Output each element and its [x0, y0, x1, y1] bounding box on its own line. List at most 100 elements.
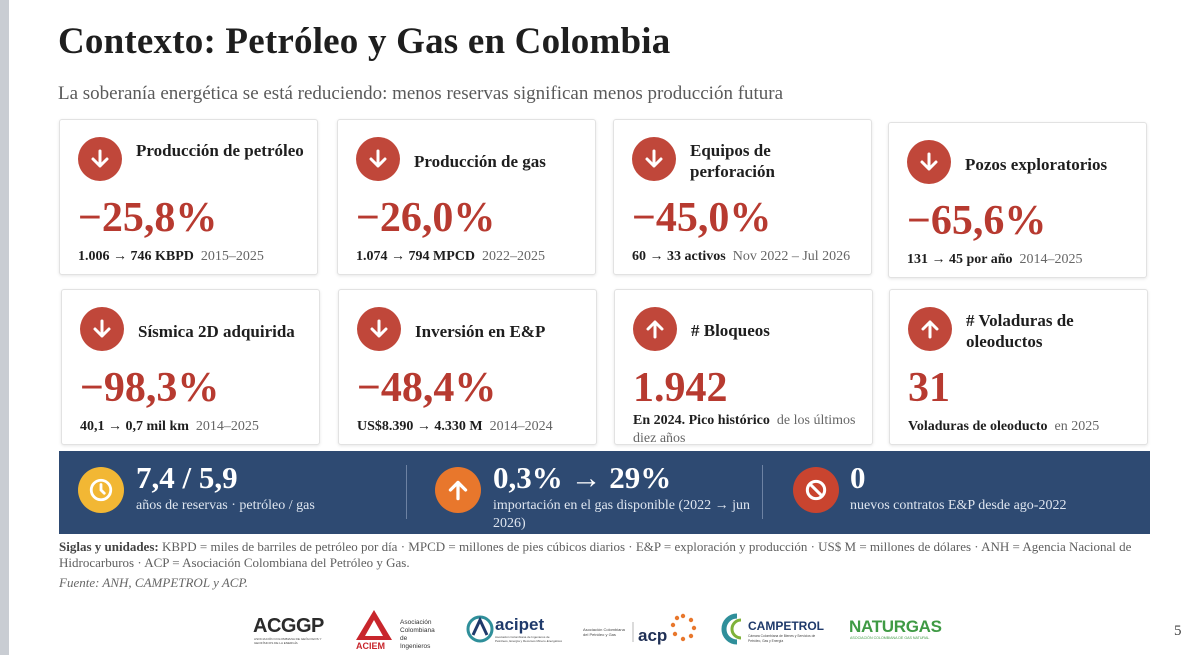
kpi-detail-strong: 40,1 → 0,7 mil km — [80, 419, 189, 434]
kpi-label: Sísmica 2D adquirida — [138, 322, 295, 341]
page-title: Contexto: Petróleo y Gas en Colombia — [58, 21, 671, 62]
gas-import-description: importación en el gas disponible (2022 →… — [493, 498, 751, 531]
acronyms-text: KBPD = miles de barriles de petróleo por… — [59, 539, 1132, 570]
kpi-card-oil-production: Producción de petróleo −25,8% 1.006 → 74… — [59, 119, 318, 275]
kpi-detail-period: 2022–2025 — [482, 249, 545, 264]
kpi-card-gas-production: Producción de gas −26,0% 1.074 → 794 MPC… — [337, 119, 596, 275]
kpi-detail: US$8.390 → 4.330 M 2014–2024 — [357, 418, 584, 436]
banner-divider — [762, 465, 763, 519]
kpi-detail-strong: En 2024. Pico histórico — [633, 413, 770, 428]
summary-banner: 7,4 / 5,9 años de reservas · petróleo / … — [59, 451, 1150, 534]
svg-text:CAMPETROL: CAMPETROL — [748, 619, 824, 633]
svg-text:de: de — [400, 635, 408, 642]
svg-text:NATURGAS: NATURGAS — [849, 617, 942, 636]
campetrol-logo: CAMPETROL Cámara Colombiana de Bienes y … — [721, 613, 824, 645]
kpi-card-exploratory-wells: Pozos exploratorios −65,6% 131 → 45 por … — [888, 122, 1147, 278]
kpi-detail-strong: 1.074 → 794 MPCD — [356, 249, 475, 264]
svg-text:del Petróleo y Gas: del Petróleo y Gas — [583, 632, 616, 637]
kpi-value: −25,8% — [78, 195, 218, 241]
kpi-detail-period: 2015–2025 — [200, 249, 264, 264]
kpi-label: Equipos de perforación — [690, 141, 775, 181]
kpi-detail-period: 2014–2024 — [489, 419, 553, 434]
kpi-detail: 60 → 33 activos Nov 2022 – Jul 2026 — [632, 248, 859, 266]
svg-text:ACGGP: ACGGP — [253, 615, 324, 637]
reserves-value: 7,4 / 5,9 — [136, 460, 238, 495]
kpi-value: 1.942 — [633, 365, 728, 411]
kpi-detail-period: de los últimos diez años — [633, 413, 856, 446]
acronyms-note: Siglas y unidades: KBPD = miles de barri… — [59, 539, 1134, 571]
svg-text:Petróleo, Gas y Energía: Petróleo, Gas y Energía — [748, 639, 783, 643]
arrow-up-icon — [435, 467, 481, 513]
acp-logo: Asociación Colombiana del Petróleo y Gas… — [583, 613, 697, 645]
kpi-value: 31 — [908, 365, 950, 411]
svg-text:Cámara Colombiana de Bienes y: Cámara Colombiana de Bienes y Servicios … — [748, 634, 815, 638]
kpi-detail: 40,1 → 0,7 mil km 2014–2025 — [80, 418, 307, 436]
page-number: 5 — [1174, 623, 1182, 639]
acronyms-label: Siglas y unidades: — [59, 539, 159, 554]
kpi-detail-period: en 2025 — [1054, 419, 1100, 434]
kpi-label: Pozos exploratorios — [965, 155, 1108, 174]
kpi-card-pipeline-attacks: # Voladuras de oleoductos 31 Voladuras d… — [889, 289, 1148, 445]
aciem-logo: ACIEM Asociación Colombiana de Ingeniero… — [356, 610, 435, 650]
clock-icon — [78, 467, 124, 513]
kpi-value: −26,0% — [356, 195, 496, 241]
svg-text:ASOCIACIÓN COLOMBIANA DE GAS N: ASOCIACIÓN COLOMBIANA DE GAS NATURAL — [850, 635, 929, 640]
arrow-down-icon — [357, 307, 401, 351]
arrow-down-icon — [78, 137, 122, 181]
kpi-value: −98,3% — [80, 365, 220, 411]
kpi-value: −48,4% — [357, 365, 497, 411]
kpi-detail-strong: US$8.390 → 4.330 M — [357, 419, 483, 434]
svg-text:ACIEM: ACIEM — [356, 641, 385, 650]
kpi-label: Inversión en E&P — [415, 322, 546, 341]
kpi-detail: Voladuras de oleoducto en 2025 — [908, 418, 1135, 436]
kpi-value: −65,6% — [907, 198, 1047, 244]
kpi-label: # Voladuras de oleoductos — [966, 311, 1074, 351]
kpi-detail: En 2024. Pico histórico de los últimos d… — [633, 412, 860, 448]
arrow-down-icon — [907, 140, 951, 184]
partner-logos: ACGGP ASOCIACIÓN COLOMBIANA DE GEÓLOGOS … — [0, 598, 1200, 655]
svg-text:Asociación Colombiana: Asociación Colombiana — [583, 627, 626, 632]
svg-text:acipet: acipet — [495, 615, 544, 634]
arrow-up-icon — [908, 307, 952, 351]
acggp-logo: ACGGP ASOCIACIÓN COLOMBIANA DE GEÓLOGOS … — [253, 615, 325, 645]
kpi-label: Producción de gas — [414, 152, 546, 171]
kpi-card-blockades: # Bloqueos 1.942 En 2024. Pico histórico… — [614, 289, 873, 448]
kpi-detail-strong: 1.006 → 746 KBPD — [78, 249, 194, 264]
kpi-detail: 1.006 → 746 KBPD 2015–2025 — [78, 248, 305, 266]
svg-text:Colombiana: Colombiana — [400, 627, 435, 634]
kpi-detail-period: 2014–2025 — [195, 419, 259, 434]
new-contracts-value: 0 — [850, 460, 866, 495]
left-edge-strip — [0, 0, 9, 655]
svg-text:Asociación: Asociación — [400, 619, 432, 626]
page-subtitle: La soberanía energética se está reducien… — [58, 83, 784, 104]
kpi-detail: 1.074 → 794 MPCD 2022–2025 — [356, 248, 583, 266]
reserves-description: años de reservas · petróleo / gas — [136, 498, 315, 513]
kpi-detail-period: Nov 2022 – Jul 2026 — [732, 249, 851, 264]
acipet-logo: acipet Asociación Colombiana de Ingenier… — [466, 615, 562, 643]
svg-text:acp: acp — [638, 626, 667, 645]
svg-text:ASOCIACIÓN COLOMBIANA DE GEÓLO: ASOCIACIÓN COLOMBIANA DE GEÓLOGOS Y — [254, 636, 322, 641]
no-entry-icon — [793, 467, 839, 513]
gas-import-value: 0,3% → 29% — [493, 460, 672, 495]
naturgas-logo: NATURGAS ASOCIACIÓN COLOMBIANA DE GAS NA… — [849, 617, 942, 640]
kpi-card-drilling-rigs: Equipos de perforación −45,0% 60 → 33 ac… — [613, 119, 872, 275]
kpi-card-seismic-2d: Sísmica 2D adquirida −98,3% 40,1 → 0,7 m… — [61, 289, 320, 445]
kpi-detail-period: 2014–2025 — [1019, 252, 1083, 267]
svg-text:Ingenieros: Ingenieros — [400, 643, 431, 650]
kpi-detail-strong: Voladuras de oleoducto — [908, 419, 1048, 434]
kpi-label: # Bloqueos — [691, 321, 770, 340]
kpi-label: Producción de petróleo — [136, 141, 304, 160]
arrow-down-icon — [80, 307, 124, 351]
source-note: Fuente: ANH, CAMPETROL y ACP. — [59, 575, 248, 590]
svg-text:GEOFÍSICOS DE LA ENERGÍA: GEOFÍSICOS DE LA ENERGÍA — [254, 641, 299, 645]
kpi-detail-strong: 131 → 45 por año — [907, 252, 1013, 267]
kpi-card-ep-investment: Inversión en E&P −48,4% US$8.390 → 4.330… — [338, 289, 597, 445]
arrow-down-icon — [356, 137, 400, 181]
svg-text:Asociación Colombiana de Ingen: Asociación Colombiana de Ingenieros de — [495, 635, 550, 639]
kpi-value: −45,0% — [632, 195, 772, 241]
new-contracts-description: nuevos contratos E&P desde ago-2022 — [850, 498, 1067, 513]
arrow-up-icon — [633, 307, 677, 351]
banner-divider — [406, 465, 407, 519]
kpi-detail: 131 → 45 por año 2014–2025 — [907, 251, 1134, 269]
kpi-detail-strong: 60 → 33 activos — [632, 249, 726, 264]
